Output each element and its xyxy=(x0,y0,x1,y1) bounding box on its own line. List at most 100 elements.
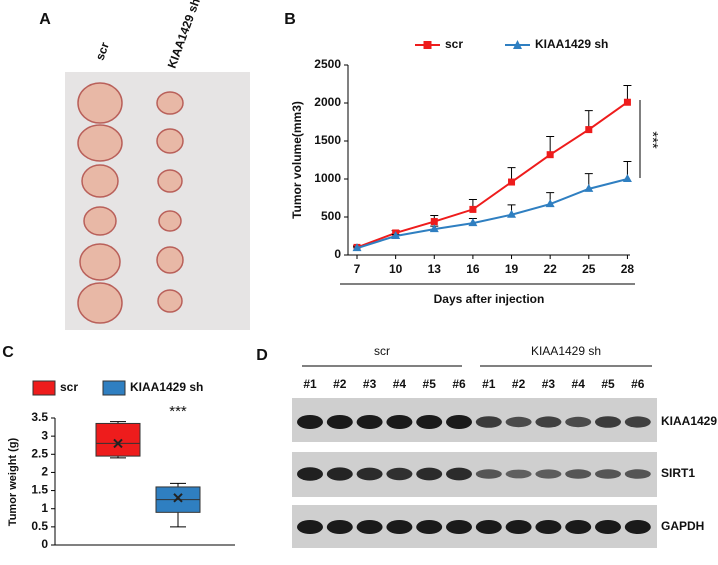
y-tick-label: 1500 xyxy=(314,133,341,147)
marker xyxy=(623,98,631,106)
x-tick-label: 16 xyxy=(466,262,480,276)
lane-label: #3 xyxy=(363,377,377,391)
blot-band xyxy=(416,467,443,481)
band-label: GAPDH xyxy=(661,519,704,533)
group-label: scr xyxy=(374,344,390,358)
blot-band xyxy=(565,520,592,534)
western-blot: scr KIAA1429 sh #1 #2 #3 #4 #5 #6 #1 #2 #3 #4 #5 #6 KI… xyxy=(292,344,717,548)
y-tick-label: 2 xyxy=(41,465,48,479)
blot-band xyxy=(326,520,353,534)
blot-band xyxy=(446,415,472,429)
y-tick-label: 2000 xyxy=(314,95,341,109)
legend-swatch xyxy=(102,380,126,396)
lane-label: #6 xyxy=(631,377,645,391)
marker xyxy=(469,205,477,213)
y-tick-label: 1.5 xyxy=(31,483,48,497)
blot-band xyxy=(535,520,562,534)
blot-band xyxy=(416,520,443,534)
mean-marker xyxy=(173,493,183,503)
legend-label: scr xyxy=(60,380,78,394)
column-label: scr xyxy=(93,40,112,62)
legend-label: KIAA1429 sh xyxy=(130,380,203,394)
tumor-photo xyxy=(65,72,250,330)
blot-band xyxy=(505,469,532,479)
marker xyxy=(352,243,362,252)
y-axis-label: Tumor weight (g) xyxy=(7,437,19,526)
blot-band xyxy=(505,416,532,428)
lane-label: #1 xyxy=(482,377,496,391)
y-tick-label: 0 xyxy=(41,537,48,551)
blot-band xyxy=(446,520,472,534)
annotation: *** xyxy=(169,403,187,420)
marker xyxy=(429,224,439,233)
x-tick-label: 7 xyxy=(354,262,361,276)
annotation: *** xyxy=(644,131,661,149)
x-tick-label: 10 xyxy=(389,262,403,276)
lane-label: #6 xyxy=(452,377,466,391)
column-label: KIAA1429 sh xyxy=(165,0,203,70)
blot-band xyxy=(326,415,353,429)
blot-band xyxy=(386,520,413,534)
blot-band xyxy=(446,467,472,481)
panel-label: C xyxy=(2,344,14,361)
blot-band xyxy=(297,415,323,429)
x-tick-label: 25 xyxy=(582,262,596,276)
x-tick-label: 19 xyxy=(505,262,519,276)
blot-band xyxy=(595,416,621,428)
blot-band xyxy=(356,520,383,534)
y-tick-label: 0.5 xyxy=(31,519,48,533)
x-axis-label: Days after injection xyxy=(434,292,545,306)
x-tick-label: 13 xyxy=(428,262,442,276)
blot-band xyxy=(624,469,651,479)
marker xyxy=(508,178,516,186)
lane-label: #5 xyxy=(423,377,437,391)
blot-band xyxy=(535,416,562,428)
lane-label: #4 xyxy=(393,377,407,391)
mean-marker xyxy=(113,438,123,449)
blot-band xyxy=(505,520,532,534)
blot-band xyxy=(595,469,621,479)
marker xyxy=(585,126,593,134)
legend-label: scr xyxy=(445,37,463,51)
blot-band xyxy=(475,469,502,479)
panel-label: A xyxy=(39,11,51,28)
blot-band xyxy=(356,467,383,481)
lane-label: #5 xyxy=(601,377,615,391)
lane-label: #2 xyxy=(333,377,347,391)
legend-marker xyxy=(513,40,522,49)
panel-label: D xyxy=(256,347,268,364)
y-tick-label: 1000 xyxy=(314,171,341,185)
x-tick-label: 22 xyxy=(543,262,557,276)
y-tick-label: 3.5 xyxy=(31,410,48,424)
band-label: KIAA1429 xyxy=(661,414,717,428)
blot-band xyxy=(475,520,502,534)
series-line xyxy=(356,178,628,250)
y-tick-label: 3 xyxy=(41,428,48,442)
blot-band xyxy=(297,520,323,534)
marker xyxy=(507,209,517,218)
x-tick-label: 28 xyxy=(621,262,635,276)
panel-label: B xyxy=(284,11,296,28)
blot-band xyxy=(624,416,651,428)
lane-label: #2 xyxy=(512,377,526,391)
lane-label: #4 xyxy=(572,377,586,391)
blot-band xyxy=(326,467,353,481)
blot-band xyxy=(416,415,443,429)
legend-marker xyxy=(423,41,432,49)
blot-band xyxy=(386,415,413,429)
lane-label: #3 xyxy=(542,377,556,391)
legend-label: KIAA1429 sh xyxy=(535,37,608,51)
y-axis-label: Tumor volume(mm3) xyxy=(290,101,304,219)
marker xyxy=(391,231,401,239)
y-tick-label: 2.5 xyxy=(31,446,48,460)
blot-band xyxy=(386,467,413,481)
marker xyxy=(545,199,555,208)
series-line xyxy=(356,101,629,249)
group-label: KIAA1429 sh xyxy=(531,344,601,358)
blot-band xyxy=(356,415,383,429)
marker xyxy=(584,183,594,192)
blot-band xyxy=(475,416,502,428)
blot-band xyxy=(535,469,562,479)
blot-band xyxy=(565,469,592,479)
box xyxy=(95,422,141,457)
